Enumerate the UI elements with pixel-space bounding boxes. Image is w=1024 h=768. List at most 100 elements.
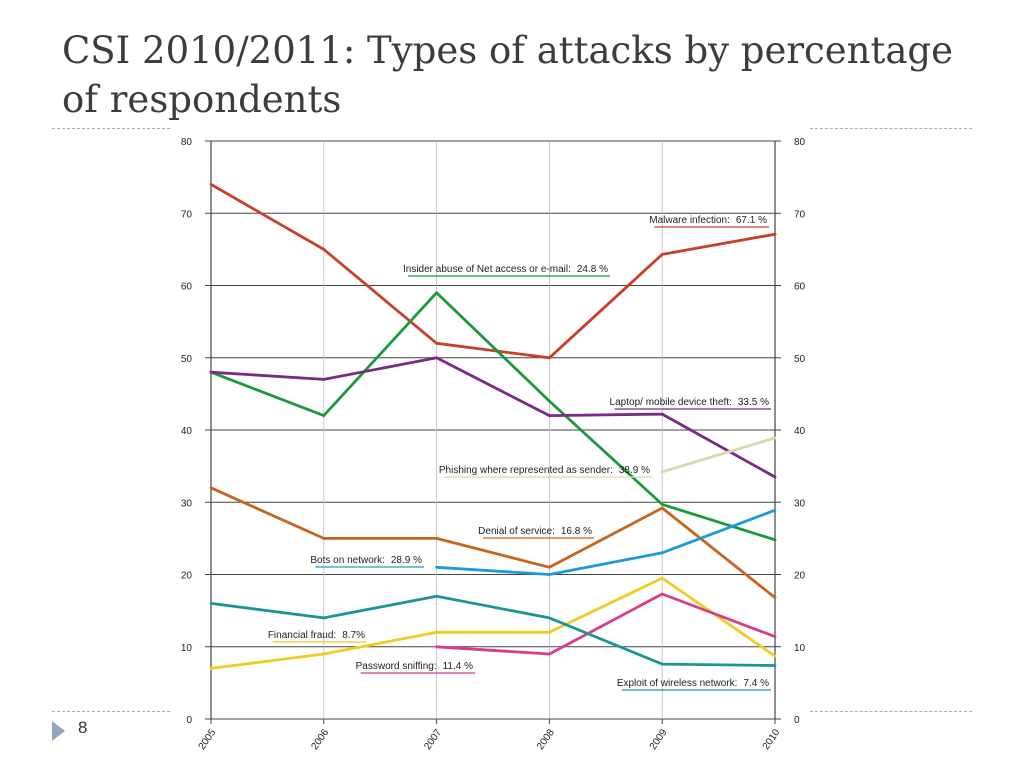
y-tick-label-right: 50 — [794, 354, 806, 365]
y-tick-label-left: 50 — [181, 354, 193, 365]
x-tick-label: 2009 — [648, 727, 670, 752]
x-tick-label: 2006 — [309, 727, 331, 752]
data-point-insider — [773, 538, 777, 542]
annotation-value: 38.9 % — [619, 465, 650, 476]
data-point-malware — [322, 247, 326, 251]
data-point-insider — [322, 414, 326, 417]
y-tick-label-left: 20 — [181, 571, 193, 582]
annotation-value: 24.8 % — [577, 264, 608, 275]
annotation-label: Laptop/ mobile device theft: — [610, 397, 732, 408]
annotation-value: 7.4 % — [743, 678, 769, 689]
annotation-label: Bots on network: — [310, 555, 384, 566]
data-point-laptop — [773, 475, 777, 479]
y-tick-label-left: 80 — [181, 137, 193, 148]
annotation-label: Financial fraud: — [268, 630, 336, 641]
data-point-bots — [773, 508, 777, 512]
series-annotation-wireless: Exploit of wireless network: 7.4 % — [617, 678, 769, 689]
annotation-label: Malware infection: — [649, 215, 730, 226]
y-tick-label-right: 20 — [794, 571, 806, 582]
data-point-bots — [548, 573, 551, 576]
slide-title: CSI 2010/2011: Types of attacks by perce… — [62, 29, 954, 121]
data-point-financial — [209, 667, 213, 670]
footer-divider-right — [810, 711, 972, 712]
series-line-insider — [210, 291, 776, 542]
data-point-denial — [322, 536, 326, 540]
data-point-denial — [773, 596, 777, 600]
data-point-denial — [660, 506, 664, 510]
y-tick-label-right: 30 — [794, 498, 806, 509]
series-annotation-insider: Insider abuse of Net access or e-mail: 24… — [403, 264, 608, 275]
data-point-wireless — [660, 662, 664, 666]
annotation-label: Denial of service: — [478, 526, 555, 537]
annotation-label: Exploit of wireless network: — [617, 678, 738, 689]
y-tick-label-right: 10 — [794, 643, 806, 654]
data-point-denial — [209, 486, 213, 490]
annotation-label: Password sniffing: — [356, 661, 437, 672]
data-point-financial — [435, 630, 438, 634]
data-point-denial — [548, 565, 551, 569]
data-point-password — [548, 652, 551, 656]
data-point-wireless — [548, 616, 551, 620]
y-tick-label-right: 80 — [794, 137, 806, 148]
series-line-denial — [210, 486, 776, 599]
data-point-financial — [660, 576, 664, 580]
data-point-wireless — [322, 616, 326, 620]
data-point-password — [773, 635, 777, 639]
annotation-value: 16.8 % — [561, 526, 592, 537]
x-tick-label: 2005 — [197, 727, 219, 752]
title-divider-left — [52, 128, 170, 129]
data-point-malware — [773, 232, 777, 236]
data-point-denial — [435, 536, 438, 540]
data-point-phishing — [660, 470, 664, 474]
x-tick-label: 2010 — [761, 727, 783, 752]
series-line-malware — [210, 183, 776, 360]
series-annotation-financial: Financial fraud: 8.7% — [268, 630, 365, 641]
annotation-value: 28.9 % — [391, 555, 422, 566]
data-point-phishing — [773, 436, 777, 440]
data-point-laptop — [209, 370, 213, 374]
annotation-value: 11.4 % — [443, 661, 473, 672]
data-point-laptop — [322, 378, 326, 381]
series-annotation-bots: Bots on network: 28.9 % — [310, 555, 422, 566]
data-point-password — [660, 592, 664, 596]
page-number-marker-icon — [52, 721, 65, 741]
series-annotation-phishing: Phishing where represented as sender: 38.… — [439, 465, 650, 476]
y-tick-label-left: 40 — [181, 426, 193, 437]
annotation-value: 8.7% — [342, 630, 365, 641]
title-divider-right — [810, 128, 972, 129]
series-annotation-password: Password sniffing: 11.4 % — [356, 661, 473, 672]
series-line-phishing — [661, 436, 776, 474]
data-point-malware — [548, 356, 551, 360]
y-tick-label-right: 70 — [794, 209, 806, 220]
data-point-financial — [322, 652, 326, 656]
y-tick-label-left: 0 — [186, 715, 192, 726]
data-point-insider — [660, 503, 664, 506]
series-annotation-denial: Denial of service: 16.8 % — [478, 526, 592, 537]
series-line-bots — [436, 508, 776, 576]
series-annotation-laptop: Laptop/ mobile device theft: 33.5 % — [610, 397, 770, 408]
data-point-malware — [660, 253, 664, 256]
data-point-bots — [435, 565, 438, 569]
data-point-wireless — [435, 594, 438, 598]
data-point-wireless — [209, 602, 213, 605]
data-point-financial — [773, 654, 777, 658]
series-line-wireless — [210, 594, 776, 667]
data-point-malware — [435, 341, 438, 345]
annotation-value: 67.1 % — [736, 215, 767, 226]
y-tick-label-left: 60 — [181, 282, 193, 293]
data-point-financial — [548, 630, 551, 634]
data-point-wireless — [773, 664, 777, 667]
series-line-password — [436, 592, 776, 656]
data-point-insider — [435, 291, 438, 295]
y-tick-label-right: 0 — [794, 715, 800, 726]
data-point-laptop — [548, 414, 551, 417]
annotation-label: Phishing where represented as sender: — [439, 465, 613, 476]
y-tick-label-right: 40 — [794, 426, 806, 437]
data-point-laptop — [435, 356, 438, 360]
x-tick-label: 2008 — [535, 727, 557, 752]
y-tick-label-left: 10 — [181, 643, 193, 654]
footer-divider-left — [52, 711, 170, 712]
y-tick-label-left: 30 — [181, 498, 193, 509]
data-point-insider — [548, 399, 551, 403]
